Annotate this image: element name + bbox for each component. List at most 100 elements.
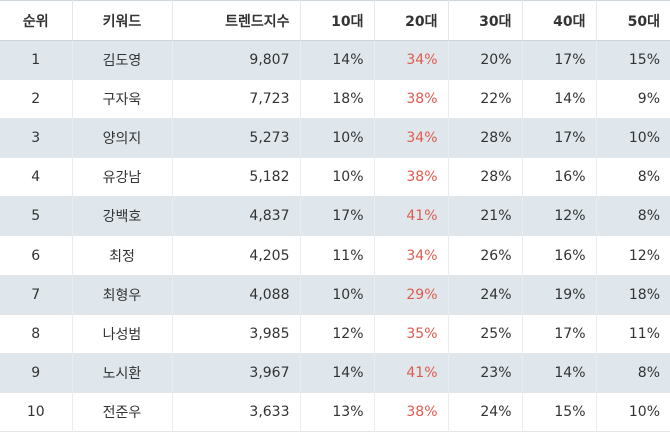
cell-trend-index: 7,723: [172, 79, 301, 119]
cell-keyword[interactable]: 나성범: [72, 314, 173, 354]
cell-age-10: 10%: [300, 275, 375, 315]
cell-age-40: 17%: [522, 40, 597, 80]
cell-age-20: 29%: [374, 275, 449, 315]
cell-age-30: 28%: [448, 118, 523, 158]
cell-age-30: 26%: [448, 235, 523, 276]
cell-age-10: 10%: [300, 118, 375, 158]
header-age-10[interactable]: 10대: [300, 0, 375, 41]
cell-keyword[interactable]: 유강남: [72, 157, 173, 197]
table-row[interactable]: 7 최형우 4,088 10% 29% 24% 19% 18%: [0, 275, 670, 315]
header-age-40[interactable]: 40대: [522, 0, 597, 41]
cell-age-40: 14%: [522, 353, 597, 393]
table-row[interactable]: 1 김도영 9,807 14% 34% 20% 17% 15%: [0, 40, 670, 80]
cell-age-30: 22%: [448, 79, 523, 119]
cell-keyword[interactable]: 양의지: [72, 118, 173, 158]
cell-age-20: 34%: [374, 40, 449, 80]
cell-age-50: 18%: [628, 286, 660, 303]
cell-age-40: 19%: [522, 275, 597, 315]
table-row[interactable]: 5 강백호 4,837 17% 41% 21% 12% 8%: [0, 196, 670, 236]
cell-rank: 6: [0, 235, 73, 276]
cell-trend-index: 3,985: [172, 314, 301, 354]
cell-rank: 2: [0, 79, 73, 119]
cell-rank: 9: [0, 353, 73, 393]
cell-rank: 8: [0, 314, 73, 354]
header-age-50[interactable]: 50대: [627, 13, 660, 30]
header-rank[interactable]: 순위: [0, 0, 73, 41]
cell-age-20: 35%: [374, 314, 449, 354]
cell-rank: 5: [0, 196, 73, 236]
cell-age-30: 23%: [448, 353, 523, 393]
cell-keyword[interactable]: 강백호: [72, 196, 173, 236]
cell-trend-index: 4,088: [172, 275, 301, 315]
cell-trend-index: 3,967: [172, 353, 301, 393]
cell-keyword[interactable]: 최형우: [72, 275, 173, 315]
cell-keyword[interactable]: 노시환: [72, 353, 173, 393]
cell-keyword[interactable]: 최정: [72, 235, 173, 276]
cell-age-30: 24%: [448, 392, 523, 432]
cell-age-10: 18%: [300, 79, 375, 119]
cell-trend-index: 5,182: [172, 157, 301, 197]
cell-age-50: 8%: [637, 364, 660, 381]
cell-keyword[interactable]: 김도영: [72, 40, 173, 80]
cell-age-50: 11%: [628, 325, 660, 342]
cell-age-20: 41%: [374, 196, 449, 236]
cell-age-50: 9%: [637, 91, 660, 108]
cell-age-40: 12%: [522, 196, 597, 236]
table-row[interactable]: 8 나성범 3,985 12% 35% 25% 17% 11%: [0, 314, 670, 354]
cell-age-30: 20%: [448, 40, 523, 80]
header-trend-index[interactable]: 트렌드지수: [172, 0, 301, 41]
cell-keyword[interactable]: 전준우: [72, 392, 173, 432]
table-row[interactable]: 10 전준우 3,633 13% 38% 24% 15% 10%: [0, 392, 670, 432]
cell-age-50: 10%: [628, 403, 660, 420]
cell-age-20: 34%: [374, 118, 449, 158]
cell-age-10: 12%: [300, 314, 375, 354]
cell-age-30: 28%: [448, 157, 523, 197]
cell-age-10: 13%: [300, 392, 375, 432]
cell-keyword[interactable]: 구자욱: [72, 79, 173, 119]
cell-age-40: 14%: [522, 79, 597, 119]
table-row[interactable]: 3 양의지 5,273 10% 34% 28% 17% 10%: [0, 118, 670, 158]
cell-age-50: 10%: [628, 130, 660, 147]
cell-age-10: 11%: [300, 235, 375, 276]
cell-age-10: 10%: [300, 157, 375, 197]
cell-age-10: 14%: [300, 40, 375, 80]
table-row[interactable]: 9 노시환 3,967 14% 41% 23% 14% 8%: [0, 353, 670, 393]
cell-age-40: 17%: [522, 314, 597, 354]
cell-age-50: 15%: [628, 52, 660, 69]
cell-age-20: 38%: [374, 392, 449, 432]
header-age-20[interactable]: 20대: [374, 0, 449, 41]
cell-trend-index: 4,837: [172, 196, 301, 236]
cell-age-20: 41%: [374, 353, 449, 393]
cell-age-30: 24%: [448, 275, 523, 315]
header-keyword[interactable]: 키워드: [72, 0, 173, 41]
cell-age-50: 8%: [637, 208, 660, 225]
cell-rank: 10: [0, 392, 73, 432]
table-row[interactable]: 6 최정 4,205 11% 34% 26% 16% 12%: [0, 235, 670, 276]
cell-trend-index: 9,807: [172, 40, 301, 80]
cell-rank: 3: [0, 118, 73, 158]
table-row[interactable]: 4 유강남 5,182 10% 38% 28% 16% 8%: [0, 157, 670, 197]
table-row[interactable]: 2 구자욱 7,723 18% 38% 22% 14% 9%: [0, 79, 670, 119]
cell-rank: 7: [0, 275, 73, 315]
cell-age-40: 16%: [522, 157, 597, 197]
cell-trend-index: 4,205: [172, 235, 301, 276]
cell-age-20: 34%: [374, 235, 449, 276]
table-body: 1 김도영 9,807 14% 34% 20% 17% 15% 2 구자욱 7,723 18% 38% 2…: [0, 40, 670, 432]
cell-trend-index: 5,273: [172, 118, 301, 158]
cell-rank: 4: [0, 157, 73, 197]
cell-age-10: 14%: [300, 353, 375, 393]
cell-age-50: 8%: [637, 169, 660, 186]
cell-age-40: 16%: [522, 235, 597, 276]
cell-age-50: 12%: [628, 247, 660, 264]
header-age-30[interactable]: 30대: [448, 0, 523, 41]
cell-age-30: 21%: [448, 196, 523, 236]
cell-age-30: 25%: [448, 314, 523, 354]
cell-age-20: 38%: [374, 79, 449, 119]
cell-age-10: 17%: [300, 196, 375, 236]
cell-age-20: 38%: [374, 157, 449, 197]
cell-age-40: 17%: [522, 118, 597, 158]
cell-trend-index: 3,633: [172, 392, 301, 432]
cell-rank: 1: [0, 40, 73, 80]
table-header-row: 순위 키워드 트렌드지수 10대 20대 30대 40대 50대: [0, 0, 670, 41]
